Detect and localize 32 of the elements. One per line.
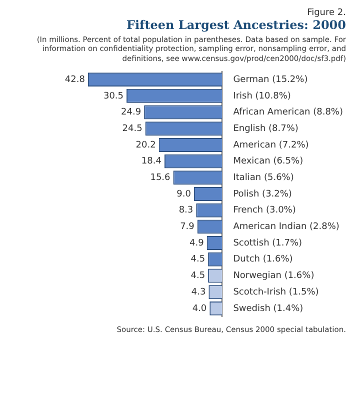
y-tick-label: French (3.0%) — [233, 206, 296, 216]
y-tick-label: English (8.7%) — [233, 124, 298, 134]
y-tick-label: German (15.2%) — [233, 75, 308, 86]
y-tick-label: African American (8.8%) — [233, 108, 343, 118]
y-tick-label: Swedish (1.4%) — [233, 304, 304, 314]
data-label: 15.6 — [150, 173, 171, 184]
y-tick-label: Dutch (1.6%) — [233, 254, 293, 265]
y-tick-label: Mexican (6.5%) — [233, 156, 304, 167]
y-tick-label: Polish (3.2%) — [233, 189, 292, 200]
data-label: 8.3 — [178, 206, 194, 216]
y-tick-label: Norwegian (1.6%) — [233, 271, 314, 282]
data-label: 4.9 — [189, 238, 204, 249]
data-label: 4.5 — [190, 271, 206, 282]
chart-title: Fifteen Largest Ancestries: 2000 — [125, 18, 346, 32]
y-tick-label: American (7.2%) — [233, 140, 309, 150]
data-label: 18.4 — [141, 156, 162, 167]
data-label: 42.8 — [64, 75, 86, 86]
y-tick-label: Scottish (1.7%) — [233, 238, 302, 249]
data-label: 30.5 — [103, 91, 124, 102]
y-tick-label: Scotch-Irish (1.5%) — [233, 288, 319, 298]
data-label: 4.5 — [190, 254, 206, 265]
data-label: 4.3 — [191, 288, 206, 298]
data-label: 7.9 — [180, 222, 195, 232]
y-tick-label: Irish (10.8%) — [233, 91, 291, 102]
y-tick-label: American Indian (2.8%) — [233, 222, 340, 232]
data-label: 24.9 — [121, 108, 142, 118]
data-label: 20.2 — [136, 140, 156, 150]
caption: Figure 2. — [306, 8, 346, 18]
y-tick-label: Italian (5.6%) — [233, 173, 294, 184]
data-label: 24.5 — [122, 124, 142, 134]
data-label: 4.0 — [192, 304, 207, 314]
data-label: 9.0 — [176, 189, 192, 200]
